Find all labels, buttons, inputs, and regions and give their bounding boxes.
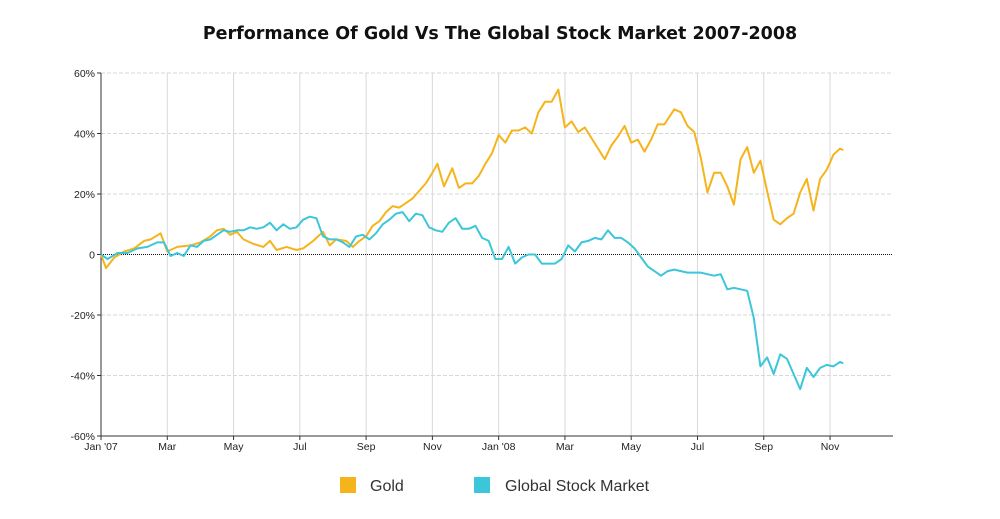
x-tick-label: Mar (158, 441, 177, 453)
legend-swatch-global-stock-market (474, 477, 490, 493)
series-line-global-stock-market (100, 211, 844, 391)
axes: 60% 40% 20% 0 -20% -40% -60%Jan '07 Mar May Jul Se… (70, 68, 893, 453)
y-tick-label: 60% (74, 68, 95, 80)
x-tick-label: Jul (691, 441, 704, 453)
legend-label-global-stock-market: Global Stock Market (505, 478, 650, 495)
y-tick-label: -20% (70, 310, 95, 322)
y-tick-label: 40% (74, 129, 95, 141)
x-tick-label: Nov (423, 441, 442, 453)
y-tick-label: 20% (74, 189, 95, 201)
series-lines (100, 88, 844, 391)
x-tick-label: Mar (556, 441, 575, 453)
x-tick-label: May (621, 441, 642, 453)
x-tick-label: May (224, 441, 245, 453)
y-tick-label: 0 (89, 250, 95, 262)
legend-swatch-gold (340, 477, 356, 493)
legend: Gold Global Stock Market (340, 477, 650, 495)
x-tick-label: Jul (293, 441, 306, 453)
y-tick-label: -60% (70, 431, 95, 443)
x-tick-label: Sep (754, 441, 773, 453)
x-tick-label: Sep (357, 441, 376, 453)
x-tick-label: Nov (821, 441, 840, 453)
x-tick-label: Jan '08 (482, 441, 516, 453)
series-line-gold (100, 88, 844, 270)
x-tick-label: Jan '07 (84, 441, 118, 453)
legend-label-gold: Gold (370, 478, 404, 495)
chart-title: Performance Of Gold Vs The Global Stock … (203, 24, 797, 44)
y-tick-label: -40% (70, 371, 95, 383)
